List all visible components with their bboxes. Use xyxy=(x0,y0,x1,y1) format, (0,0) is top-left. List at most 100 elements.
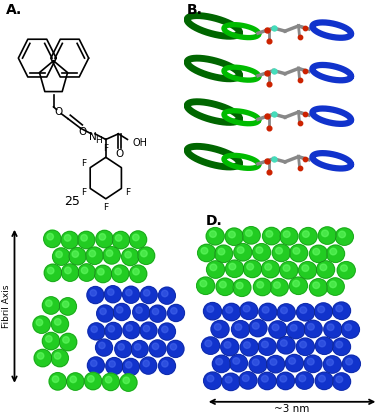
Text: A.: A. xyxy=(6,3,22,17)
Circle shape xyxy=(296,338,314,355)
Circle shape xyxy=(162,326,168,333)
Circle shape xyxy=(42,297,60,314)
Circle shape xyxy=(339,231,345,238)
Circle shape xyxy=(158,323,176,340)
Circle shape xyxy=(253,278,271,295)
Circle shape xyxy=(204,372,222,389)
Circle shape xyxy=(290,325,297,331)
Circle shape xyxy=(133,269,139,275)
Circle shape xyxy=(293,280,299,287)
Circle shape xyxy=(65,267,71,274)
Circle shape xyxy=(216,359,223,365)
Circle shape xyxy=(304,320,322,338)
Circle shape xyxy=(152,343,159,349)
Circle shape xyxy=(327,359,334,366)
Circle shape xyxy=(237,247,244,254)
Circle shape xyxy=(262,307,269,313)
Circle shape xyxy=(276,247,283,254)
Circle shape xyxy=(300,307,307,313)
Circle shape xyxy=(304,355,322,373)
Circle shape xyxy=(240,302,258,320)
Circle shape xyxy=(261,341,269,348)
Circle shape xyxy=(170,344,177,350)
Circle shape xyxy=(54,319,61,325)
Circle shape xyxy=(167,305,185,322)
Circle shape xyxy=(229,231,235,238)
Circle shape xyxy=(205,340,212,347)
Circle shape xyxy=(315,337,333,354)
Circle shape xyxy=(125,361,132,368)
Circle shape xyxy=(285,354,303,372)
Circle shape xyxy=(258,372,276,390)
Circle shape xyxy=(332,338,350,355)
Circle shape xyxy=(99,234,105,240)
Circle shape xyxy=(131,341,148,358)
Circle shape xyxy=(201,247,208,254)
Circle shape xyxy=(53,248,70,265)
Circle shape xyxy=(51,349,68,367)
Circle shape xyxy=(299,261,317,279)
Circle shape xyxy=(167,340,184,357)
Text: O: O xyxy=(116,149,124,159)
Circle shape xyxy=(239,372,257,389)
Circle shape xyxy=(86,247,103,264)
Circle shape xyxy=(243,342,250,348)
Circle shape xyxy=(299,375,306,382)
Circle shape xyxy=(336,341,343,348)
Circle shape xyxy=(326,278,344,295)
Text: 25: 25 xyxy=(65,195,80,208)
Circle shape xyxy=(332,302,350,320)
Circle shape xyxy=(314,303,332,320)
Circle shape xyxy=(106,358,123,375)
Circle shape xyxy=(81,267,88,273)
Circle shape xyxy=(319,340,325,347)
Circle shape xyxy=(141,250,147,257)
Circle shape xyxy=(235,324,242,330)
Circle shape xyxy=(225,228,243,245)
Circle shape xyxy=(330,248,337,255)
Circle shape xyxy=(332,373,350,390)
Circle shape xyxy=(209,231,216,237)
Circle shape xyxy=(296,304,314,321)
Circle shape xyxy=(140,286,157,303)
Circle shape xyxy=(98,269,104,275)
Circle shape xyxy=(280,376,287,382)
Circle shape xyxy=(272,324,279,331)
Circle shape xyxy=(91,360,97,366)
Circle shape xyxy=(274,282,280,288)
Circle shape xyxy=(243,305,250,312)
Circle shape xyxy=(112,265,129,282)
Circle shape xyxy=(47,233,53,240)
Circle shape xyxy=(34,349,51,367)
Circle shape xyxy=(281,307,287,314)
Circle shape xyxy=(129,231,147,248)
Circle shape xyxy=(56,251,62,258)
Circle shape xyxy=(320,264,327,271)
Circle shape xyxy=(243,260,261,278)
Circle shape xyxy=(290,244,308,262)
Text: F: F xyxy=(103,144,108,153)
Circle shape xyxy=(220,281,226,288)
Circle shape xyxy=(265,264,272,270)
Circle shape xyxy=(289,358,296,364)
Circle shape xyxy=(234,244,252,261)
Circle shape xyxy=(247,264,254,270)
Circle shape xyxy=(287,321,305,339)
Circle shape xyxy=(341,321,359,338)
Circle shape xyxy=(72,251,78,257)
Circle shape xyxy=(206,227,224,245)
Circle shape xyxy=(104,286,122,303)
Circle shape xyxy=(211,320,229,338)
Circle shape xyxy=(280,261,298,279)
Circle shape xyxy=(299,227,317,245)
Circle shape xyxy=(81,234,87,241)
Circle shape xyxy=(212,355,230,373)
Circle shape xyxy=(258,338,276,355)
Circle shape xyxy=(336,376,343,383)
Text: H: H xyxy=(95,136,102,144)
Circle shape xyxy=(126,289,132,296)
Circle shape xyxy=(318,306,325,312)
Circle shape xyxy=(112,232,129,249)
Circle shape xyxy=(242,227,260,244)
Circle shape xyxy=(198,244,216,261)
